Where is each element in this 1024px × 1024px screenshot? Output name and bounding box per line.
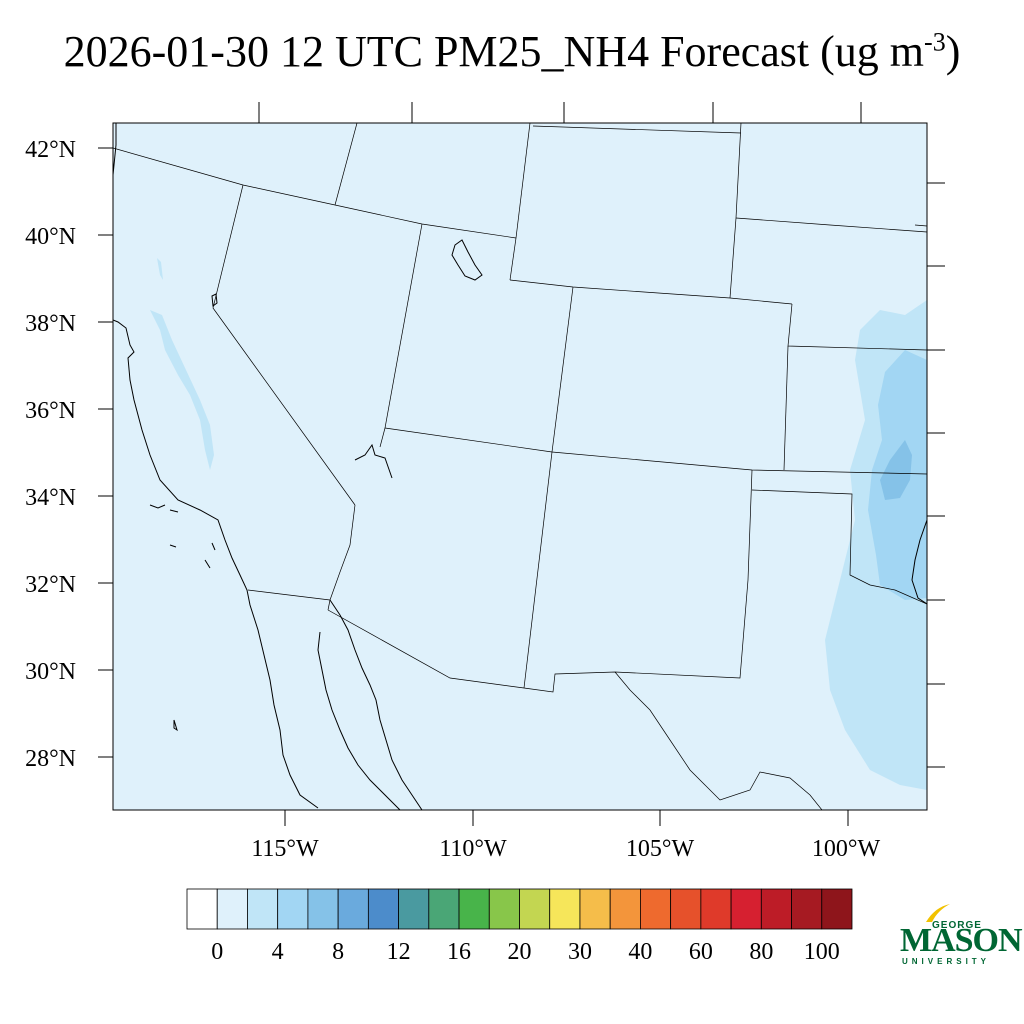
channel-islands: [149, 504, 216, 569]
shading-level-4-east: [880, 440, 912, 500]
lake-mead: [354, 443, 393, 479]
state-boundaries: [113, 123, 927, 810]
colorbar-tick-label: 12: [387, 939, 411, 965]
colorbar-swatch: [216, 888, 248, 930]
lat-label: 36°N: [25, 398, 76, 424]
lake-tahoe: [211, 293, 218, 307]
colorbar-swatch: [337, 888, 369, 930]
lat-label: 32°N: [25, 572, 76, 598]
colorbar-swatch: [791, 888, 823, 930]
lat-label: 30°N: [25, 659, 76, 685]
colorbar-swatch: [760, 888, 792, 930]
title-superscript: -3: [924, 27, 946, 57]
baja-island: [173, 719, 178, 732]
lon-label: 105°W: [626, 836, 695, 862]
colorbar-tick-label: 60: [689, 939, 713, 965]
colorbar-swatch: [609, 888, 641, 930]
lat-label: 42°N: [25, 137, 76, 163]
colorbar-swatch: [821, 888, 853, 930]
colorbar-swatch: [367, 888, 399, 930]
colorbar-swatch: [519, 888, 551, 930]
colorbar-swatch: [549, 888, 581, 930]
logo-swoosh-icon: [926, 904, 950, 922]
colorbar-swatch: [277, 888, 309, 930]
colorbar-swatch: [398, 888, 430, 930]
axis-ticks: [98, 102, 945, 826]
gmu-logo: GEORGE MASON UNIVERSITY: [898, 900, 1023, 970]
logo-line1: GEORGE: [932, 920, 982, 931]
colorbar-swatch: [186, 888, 218, 930]
colorbar-swatch: [579, 888, 611, 930]
lon-labels: 115°W 110°W 105°W 100°W: [251, 836, 880, 862]
colorbar: [186, 888, 853, 930]
colorbar-swatch: [640, 888, 672, 930]
coastline-gulf-mexico: [911, 519, 927, 605]
coastline-gulf-california-west: [317, 631, 401, 810]
lon-label: 110°W: [439, 836, 507, 862]
lon-label: 115°W: [251, 836, 319, 862]
colorbar-tick-label: 8: [332, 939, 344, 965]
colorbar-swatch: [247, 888, 279, 930]
colorbar-labels: 0 4 8 12 16 20 30 40 60 80 100: [211, 939, 840, 965]
colorbar-tick-label: 100: [804, 939, 840, 965]
map-frame: [112, 122, 928, 811]
title-close: ): [945, 27, 961, 76]
lat-label: 40°N: [25, 224, 76, 250]
colorbar-swatch: [307, 888, 339, 930]
great-salt-lake: [451, 239, 483, 281]
coastline-gulf-california-east: [329, 599, 423, 810]
colorbar-swatch: [730, 888, 762, 930]
colorbar-tick-label: 16: [447, 939, 471, 965]
shading-level-2-coast: [157, 258, 163, 280]
colorbar-tick-label: 4: [272, 939, 284, 965]
logo-line3: UNIVERSITY: [902, 957, 991, 966]
colorbar-swatch: [428, 888, 460, 930]
map-title: 2026-01-30 12 UTC PM25_NH4 Forecast (ug …: [0, 26, 1024, 77]
colorbar-swatch: [488, 888, 520, 930]
lat-label: 38°N: [25, 311, 76, 337]
lat-label: 34°N: [25, 485, 76, 511]
coastline-pacific: [113, 123, 319, 809]
lat-labels: 42°N 40°N 38°N 36°N 34°N 32°N 30°N 28°N: [25, 137, 76, 772]
colorbar-swatch: [700, 888, 732, 930]
colorbar-tick-label: 30: [568, 939, 592, 965]
colorbar-tick-label: 40: [628, 939, 652, 965]
lon-label: 100°W: [812, 836, 881, 862]
colorbar-tick-label: 0: [211, 939, 223, 965]
colorbar-tick-label: 80: [749, 939, 773, 965]
title-text: 2026-01-30 12 UTC PM25_NH4 Forecast (ug …: [63, 27, 925, 76]
colorbar-swatch: [670, 888, 702, 930]
shading-level-2-california: [150, 310, 214, 470]
colorbar-swatch: [458, 888, 490, 930]
map-background: [113, 123, 927, 810]
lat-label: 28°N: [25, 746, 76, 772]
colorbar-tick-label: 20: [508, 939, 532, 965]
logo-line2: MASON: [900, 922, 1023, 959]
